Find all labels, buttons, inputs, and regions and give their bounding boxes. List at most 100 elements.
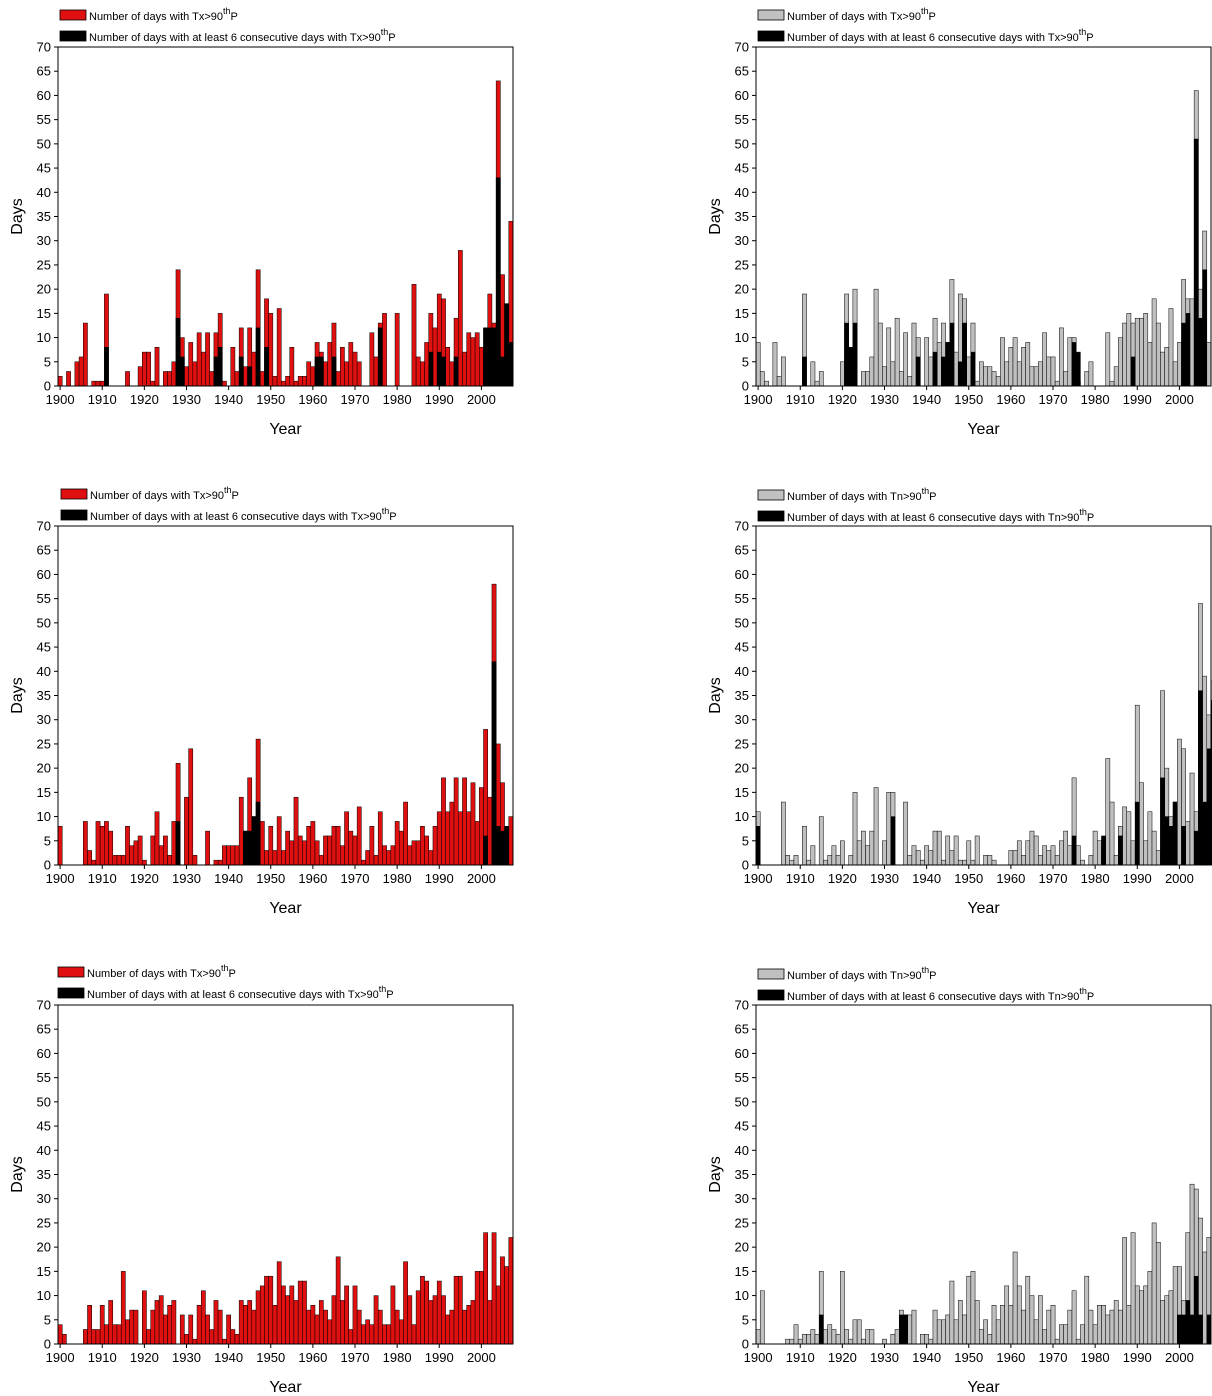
bar-total-1954 [983, 855, 988, 866]
bar-total-1974 [369, 1324, 375, 1345]
bar-total-1925 [163, 371, 168, 387]
legend: Number of days with Tx>90thP Number of da… [57, 963, 394, 1001]
bar-total-1974 [369, 826, 375, 866]
bar-total-1900 [57, 1324, 63, 1345]
bar-consecutive-1986 [1118, 835, 1123, 866]
y-tick-label-40: 40 [37, 185, 51, 200]
bar-total-1909 [95, 821, 101, 866]
bar-total-1963 [323, 1309, 328, 1345]
bar-total-1913 [810, 1329, 816, 1345]
bar-total-1953 [979, 1329, 984, 1345]
y-tick-label-55: 55 [735, 1070, 749, 1085]
x-tick-label-1940: 1940 [912, 871, 941, 886]
chart-panel-6: 0 5 10 15 20 25 30 35 40 45 50 55 60 65 70 1900 1910 1920… [707, 965, 1212, 1396]
x-tick-label-2000: 2000 [1165, 392, 1194, 407]
y-tick-label-60: 60 [735, 1046, 749, 1061]
bar-total-1939 [222, 380, 227, 387]
bar-total-1912 [108, 830, 114, 866]
bar-total-1938 [217, 1309, 223, 1345]
x-tick-label-1950: 1950 [954, 392, 983, 407]
y-tick-label-5: 5 [742, 1312, 749, 1327]
bar-total-1954 [285, 830, 290, 866]
bar-total-1993 [1147, 342, 1153, 387]
bar-total-1944 [941, 1319, 946, 1345]
bar-total-1991 [1139, 317, 1144, 387]
bar-total-1954 [983, 366, 988, 387]
bar-total-1986 [1118, 1309, 1123, 1345]
bar-total-1941 [928, 850, 934, 866]
bar-consecutive-2005 [1198, 317, 1203, 387]
bar-total-1931 [188, 342, 194, 387]
bar-total-1995 [1155, 1242, 1161, 1345]
bar-total-1930 [882, 840, 887, 866]
y-tick-label-15: 15 [37, 1264, 51, 1279]
bar-total-2005 [500, 1256, 505, 1345]
bar-total-1938 [217, 859, 223, 866]
y-tick-label-15: 15 [735, 1264, 749, 1279]
y-tick-label-0: 0 [742, 858, 749, 873]
y-tick-label-10: 10 [37, 809, 51, 824]
bar-total-1953 [979, 361, 984, 387]
bar-total-1927 [171, 1300, 177, 1345]
bar-total-1930 [882, 366, 887, 387]
bar-total-1958 [302, 376, 307, 387]
x-tick-label-1930: 1930 [870, 392, 899, 407]
y-tick-label-25: 25 [735, 257, 749, 272]
bar-total-1960 [310, 366, 316, 387]
bar-total-1984 [1109, 801, 1115, 866]
bar-total-1931 [188, 1314, 194, 1345]
y-tick-label-45: 45 [37, 161, 51, 176]
bar-total-1915 [120, 1271, 126, 1345]
bar-total-1941 [230, 1329, 236, 1345]
bar-consecutive-1937 [213, 356, 219, 387]
y-tick-label-15: 15 [735, 785, 749, 800]
y-tick-label-60: 60 [37, 567, 51, 582]
bar-total-1934 [200, 351, 206, 387]
x-tick-label-2000: 2000 [1165, 1350, 1194, 1365]
bar-consecutive-1947 [255, 327, 261, 387]
bar-total-1922 [848, 1338, 854, 1345]
bar-total-1952 [276, 1261, 282, 1345]
bar-total-1925 [163, 835, 168, 866]
bar-total-1997 [466, 1305, 472, 1345]
bar-total-1933 [894, 317, 900, 387]
bar-total-1955 [987, 366, 993, 387]
bar-total-1984 [411, 284, 417, 387]
bar-total-1939 [920, 859, 925, 866]
bar-total-1919 [137, 835, 143, 866]
bar-total-1984 [1109, 380, 1115, 387]
x-tick-label-1960: 1960 [996, 392, 1025, 407]
y-tick-label-35: 35 [735, 1167, 749, 1182]
bar-total-1966 [1033, 835, 1039, 866]
x-axis-label: Year [967, 421, 1000, 438]
bar-total-1924 [856, 840, 862, 866]
bar-total-1979 [390, 1285, 396, 1345]
y-tick-label-25: 25 [37, 257, 51, 272]
bar-total-1951 [970, 859, 976, 866]
bar-total-1997 [466, 811, 472, 866]
bar-consecutive-1990 [436, 351, 442, 387]
legend-label-2: Number of days with at least 6 consecuti… [89, 27, 396, 44]
x-tick-label-1990: 1990 [425, 392, 454, 407]
bar-total-1967 [340, 1300, 345, 1345]
y-tick-label-70: 70 [37, 40, 51, 55]
bar-total-1993 [1147, 811, 1153, 866]
bar-total-1925 [861, 1338, 866, 1345]
x-tick-label-1950: 1950 [256, 871, 285, 886]
x-tick-label-1960: 1960 [298, 392, 327, 407]
bar-total-2003 [1189, 298, 1195, 387]
bar-total-1968 [1042, 845, 1047, 866]
bar-consecutive-1976 [1075, 351, 1081, 387]
bar-total-1913 [810, 361, 816, 387]
bar-total-1952 [276, 816, 282, 866]
bar-total-1908 [789, 1338, 795, 1345]
bar-total-1935 [205, 830, 210, 866]
bar-total-1950 [966, 356, 972, 387]
chart-panel-4: 0 5 10 15 20 25 30 35 40 45 50 55 60 65 70 1900 1910 1920… [707, 486, 1212, 917]
y-tick-label-40: 40 [735, 1143, 749, 1158]
bar-total-1908 [91, 1329, 97, 1345]
y-tick-label-0: 0 [44, 379, 51, 394]
bar-total-1944 [243, 1305, 248, 1345]
legend-label-1: Number of days with Tn>90thP [787, 965, 936, 982]
bar-total-1996 [462, 777, 467, 866]
